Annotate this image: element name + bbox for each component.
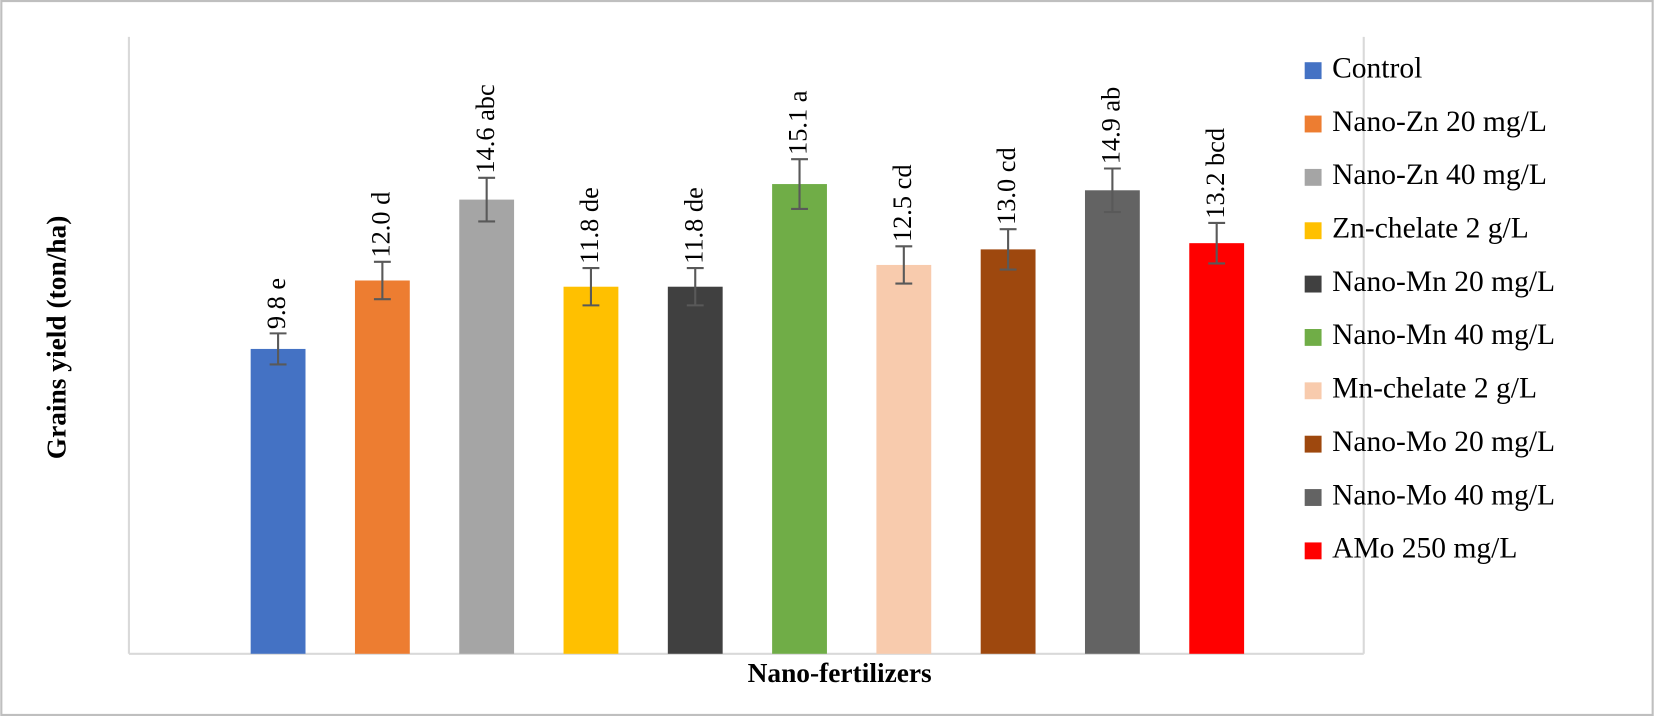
legend-label: Zn-chelate 2 g/L — [1332, 213, 1529, 245]
legend-label: Nano-Zn 40 mg/L — [1332, 159, 1547, 191]
value-label: 12.5 cd — [888, 164, 917, 242]
legend-swatch — [1304, 435, 1322, 453]
value-label: 15.1 a — [784, 90, 813, 155]
legend-label: Nano-Mo 40 mg/L — [1332, 479, 1555, 511]
legend-label: Control — [1332, 52, 1422, 84]
legend-label: Nano-Mo 20 mg/L — [1332, 426, 1555, 458]
legend-swatch — [1304, 489, 1322, 506]
value-label: 14.9 ab — [1096, 87, 1125, 165]
legend-label: Nano-Mn 40 mg/L — [1332, 319, 1555, 351]
bar — [354, 280, 410, 654]
value-label: 12.0 d — [366, 192, 395, 258]
legend-label: Nano-Zn 20 mg/L — [1332, 106, 1547, 138]
value-label: 11.8 de — [679, 187, 708, 264]
x-axis-label: Nano-fertilizers — [748, 658, 932, 688]
legend-label: Nano-Mn 20 mg/L — [1332, 266, 1555, 298]
y-axis-label: Grains yield (ton/ha) — [42, 216, 72, 460]
value-label: 14.6 abc — [471, 84, 500, 173]
legend-label: AMo 250 mg/L — [1332, 533, 1517, 565]
bar — [1189, 243, 1245, 654]
value-label: 11.8 de — [575, 187, 604, 264]
legend-swatch — [1304, 115, 1322, 133]
bar — [772, 184, 827, 654]
bar — [980, 249, 1036, 654]
bar — [459, 199, 515, 654]
bar — [563, 286, 619, 654]
bar — [250, 348, 306, 654]
legend-swatch — [1304, 382, 1322, 400]
legend-swatch — [1304, 542, 1322, 560]
bar — [876, 264, 932, 654]
legend-swatch — [1304, 62, 1322, 80]
bar — [667, 286, 723, 654]
legend-swatch — [1304, 329, 1322, 346]
legend-swatch — [1304, 275, 1322, 293]
legend-swatch — [1304, 222, 1322, 240]
legend-swatch — [1304, 168, 1322, 186]
value-label: 13.2 bcd — [1201, 128, 1230, 219]
legend-label: Mn-chelate 2 g/L — [1332, 373, 1537, 405]
bar — [1084, 190, 1140, 654]
value-label: 13.0 cd — [992, 147, 1021, 225]
value-label: 9.8 e — [262, 278, 291, 329]
